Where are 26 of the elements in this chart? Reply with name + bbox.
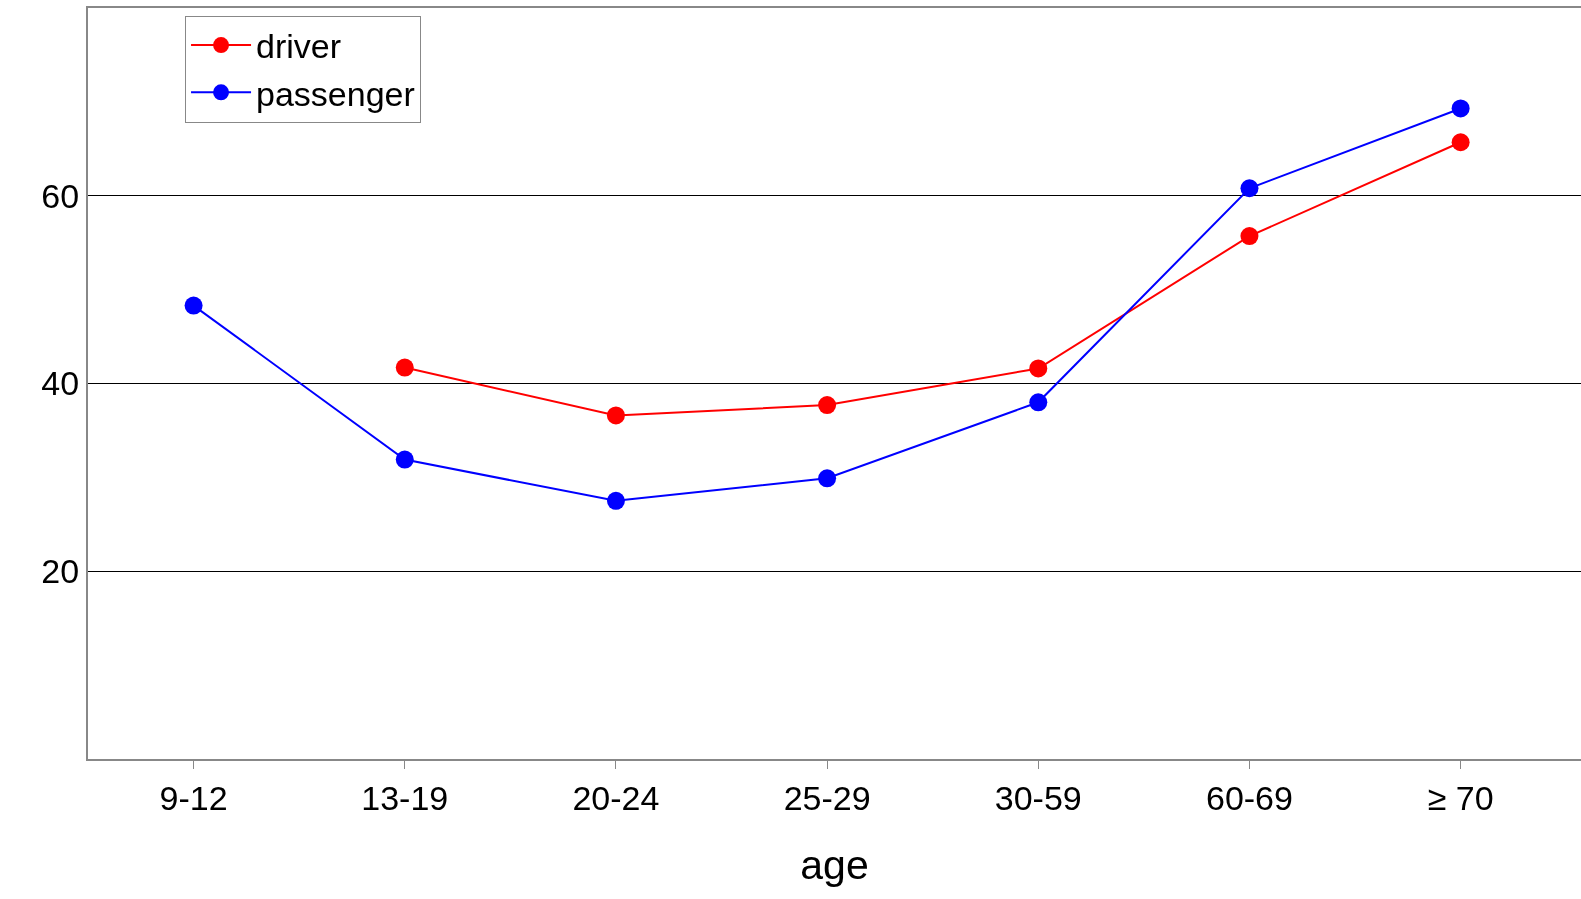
y-tick-label: 40 <box>41 364 80 403</box>
legend-label: driver <box>256 27 342 66</box>
x-tick-label: ≥ 70 <box>1427 778 1494 817</box>
point <box>606 406 625 425</box>
point <box>1240 179 1259 198</box>
point <box>184 296 203 315</box>
point <box>1451 133 1470 152</box>
point <box>606 491 625 510</box>
point <box>818 396 837 415</box>
x-tick-label: 25-29 <box>783 778 871 817</box>
x-tick-label: 20-24 <box>572 778 660 817</box>
x-tick-label: 9-12 <box>159 778 228 817</box>
point <box>1240 227 1259 246</box>
legend-label: passenger <box>256 74 415 113</box>
point <box>818 469 837 488</box>
point <box>395 358 414 377</box>
point <box>395 450 414 469</box>
point <box>1029 359 1048 378</box>
x-tick-label: 13-19 <box>361 778 449 817</box>
y-tick-label: 20 <box>41 552 80 591</box>
point <box>1029 393 1048 412</box>
x-tick-label: 30-59 <box>994 778 1082 817</box>
x-axis-title: age <box>800 842 869 889</box>
y-tick-label: 60 <box>41 176 80 215</box>
x-tick-label: 60-69 <box>1205 778 1293 817</box>
point <box>1451 99 1470 118</box>
